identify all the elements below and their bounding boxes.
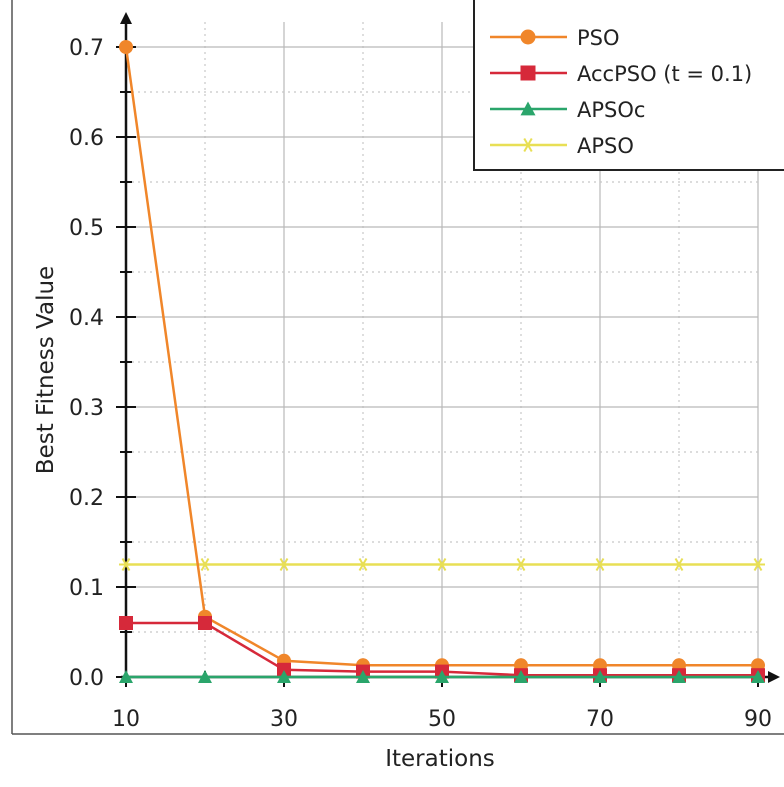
series-lines bbox=[119, 40, 765, 683]
data-point bbox=[520, 29, 536, 45]
data-point bbox=[356, 557, 370, 572]
y-tick-label: 0.6 bbox=[69, 126, 104, 151]
data-point bbox=[277, 557, 291, 572]
tick-labels: 0.0 0.1 0.2 0.3 0.4 0.5 0.6 0.7 10 30 50 70 90 bbox=[69, 36, 772, 732]
data-point bbox=[356, 670, 370, 683]
data-point bbox=[277, 662, 291, 677]
data-point-stroke bbox=[595, 557, 605, 572]
data-point bbox=[198, 670, 212, 683]
data-point bbox=[277, 670, 291, 683]
y-tick-label: 0.7 bbox=[69, 36, 104, 61]
data-point bbox=[751, 557, 765, 572]
data-point-stroke bbox=[200, 557, 210, 572]
legend-label: APSO bbox=[577, 134, 634, 158]
x-axis-arrow bbox=[768, 671, 780, 683]
y-tick-label: 0.1 bbox=[69, 576, 104, 601]
data-point bbox=[119, 40, 133, 54]
data-point bbox=[520, 101, 536, 116]
data-point-stroke bbox=[516, 557, 526, 572]
data-point-stroke bbox=[358, 557, 368, 572]
data-point bbox=[672, 557, 686, 572]
data-point bbox=[198, 616, 212, 630]
data-point bbox=[593, 670, 607, 683]
y-tick-label: 0.2 bbox=[69, 486, 104, 511]
data-point bbox=[520, 65, 536, 81]
data-point-stroke bbox=[753, 557, 763, 572]
y-axis-title: Best Fitness Value bbox=[33, 266, 59, 474]
legend: PSO AccPSO (t = 0.1) APSOc APSO bbox=[473, 0, 784, 171]
data-point bbox=[198, 557, 212, 572]
x-tick-label: 50 bbox=[428, 707, 456, 732]
legend-label: AccPSO (t = 0.1) bbox=[577, 62, 752, 86]
y-tick-label: 0.4 bbox=[69, 306, 104, 331]
y-axis-arrow bbox=[120, 12, 132, 24]
y-tick-label: 0.0 bbox=[69, 666, 104, 691]
data-point-stroke bbox=[437, 557, 447, 572]
data-point bbox=[435, 670, 449, 683]
data-point-stroke bbox=[523, 138, 533, 152]
data-point bbox=[751, 670, 765, 683]
y-tick-label: 0.5 bbox=[69, 216, 104, 241]
x-tick-label: 10 bbox=[112, 707, 140, 732]
y-tick-label: 0.3 bbox=[69, 396, 104, 421]
x-tick-label: 30 bbox=[270, 707, 298, 732]
data-point bbox=[672, 670, 686, 683]
grid bbox=[126, 22, 759, 677]
data-point bbox=[435, 557, 449, 572]
data-point bbox=[119, 670, 133, 683]
data-point bbox=[514, 670, 528, 683]
data-point bbox=[119, 616, 133, 630]
legend-label: PSO bbox=[577, 26, 620, 50]
data-point bbox=[119, 557, 133, 572]
x-tick-label: 70 bbox=[586, 707, 614, 732]
data-point bbox=[520, 138, 536, 152]
x-tick-label: 90 bbox=[744, 707, 772, 732]
data-point bbox=[593, 557, 607, 572]
x-axis-title: Iterations bbox=[385, 746, 495, 772]
data-point-stroke bbox=[674, 557, 684, 572]
data-point bbox=[514, 557, 528, 572]
data-point-stroke bbox=[121, 557, 131, 572]
legend-label: APSOc bbox=[577, 98, 645, 122]
data-point-stroke bbox=[279, 557, 289, 572]
